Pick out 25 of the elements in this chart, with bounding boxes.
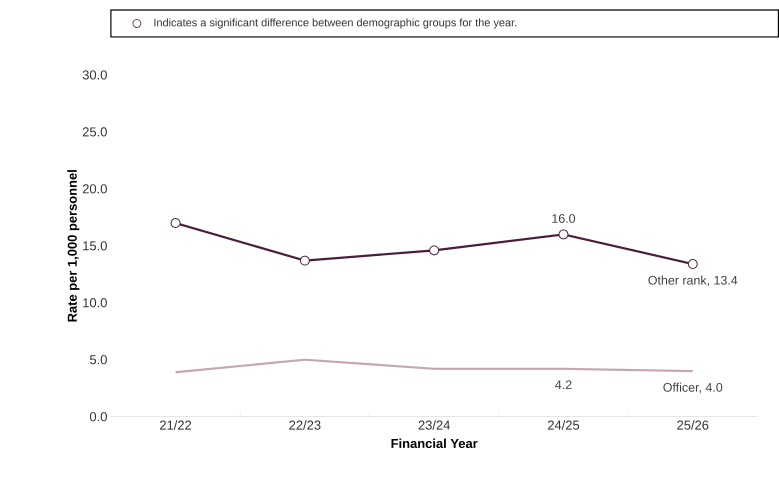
y-tick-label: 15.0 — [83, 241, 107, 251]
x-tick-label: 21/22 — [160, 420, 192, 430]
point — [300, 256, 310, 266]
y-tick-label: 10.0 — [83, 298, 107, 308]
x-axis-title: Financial Year — [392, 438, 478, 448]
line-series — [174, 358, 694, 374]
point — [688, 259, 698, 270]
data-label: 4.2 — [555, 380, 572, 390]
y-tick-label: 5.0 — [90, 355, 107, 364]
data-label: Other rank, 13.4 — [648, 276, 738, 286]
y-tick-label: 25.0 — [82, 127, 107, 137]
y-tick-label: 20.0 — [82, 184, 107, 194]
text: Indicates a significant difference between demographic groups for the year. — [154, 18, 516, 29]
y-tick-label: 0.0 — [90, 412, 107, 422]
y-axis-title: Rate per 1,000 personnel — [67, 170, 80, 322]
x-tick-label: 24/25 — [548, 420, 580, 430]
x-tick-label: 22/23 — [289, 420, 320, 430]
x-tick-label: 25/26 — [677, 420, 708, 430]
data-label: 16.0 — [552, 214, 576, 224]
x-tick-label: 23/24 — [418, 420, 450, 430]
point — [429, 246, 440, 256]
y-tick-label: 30.0 — [82, 70, 107, 80]
data-label: Officer, 4.0 — [663, 382, 722, 394]
point — [170, 218, 181, 228]
point — [558, 230, 568, 240]
